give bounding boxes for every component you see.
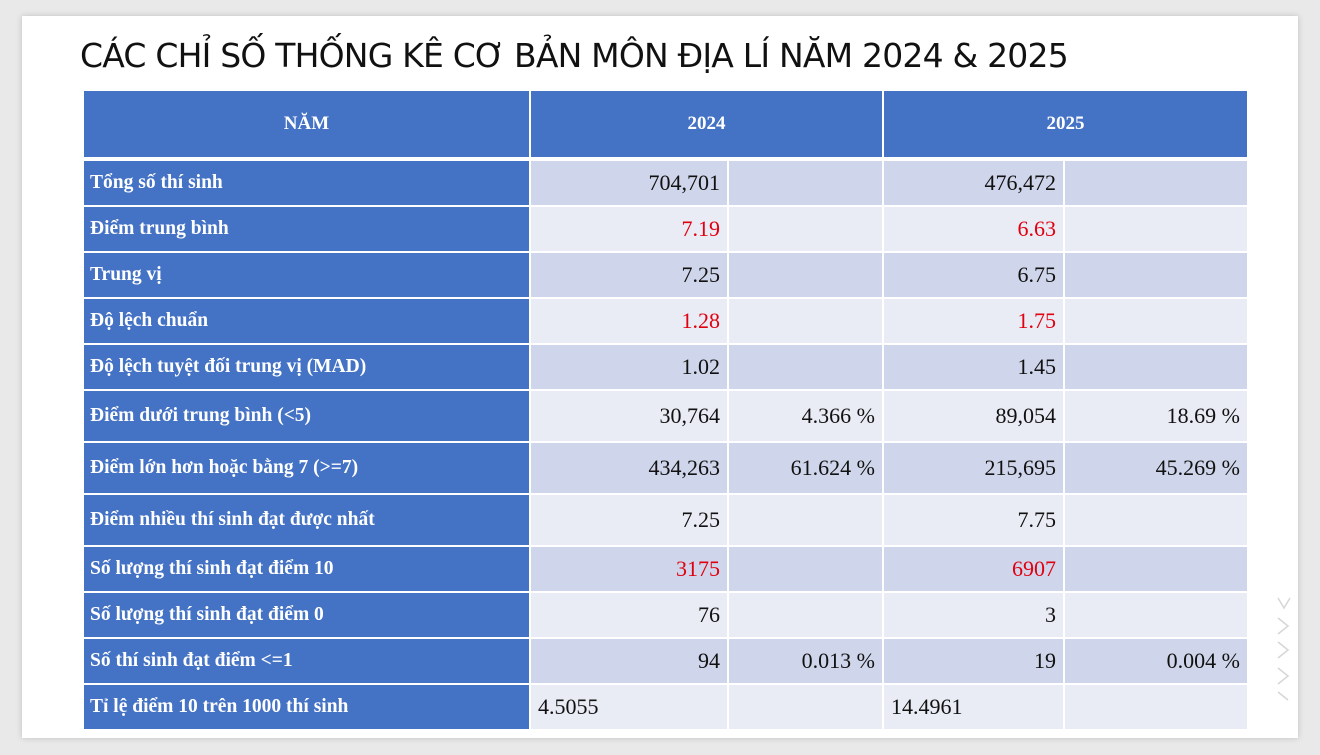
table-row: Tỉ lệ điểm 10 trên 1000 thí sinh 4.5055 … (84, 685, 1247, 731)
percent-2024 (729, 161, 884, 207)
table-row: Độ lệch tuyệt đối trung vị (MAD) 1.02 1.… (84, 345, 1247, 391)
percent-2024 (729, 547, 884, 593)
table-row: Điểm nhiều thí sinh đạt được nhất 7.25 7… (84, 495, 1247, 547)
value-2024: 7.19 (531, 207, 729, 253)
value-2025: 6.75 (884, 253, 1065, 299)
percent-2024 (729, 685, 884, 731)
table-row: Điểm trung bình 7.19 6.63 (84, 207, 1247, 253)
value-2024: 704,701 (531, 161, 729, 207)
value-2024: 30,764 (531, 391, 729, 443)
value-2025: 1.45 (884, 345, 1065, 391)
percent-2024 (729, 207, 884, 253)
table-row: Tổng số thí sinh 704,701 476,472 (84, 161, 1247, 207)
percent-2024 (729, 345, 884, 391)
percent-2025 (1065, 161, 1247, 207)
table-row: Điểm dưới trung bình (<5) 30,764 4.366 %… (84, 391, 1247, 443)
percent-2025 (1065, 685, 1247, 731)
header-year-2024: 2024 (531, 91, 884, 161)
row-label: Độ lệch tuyệt đối trung vị (MAD) (84, 345, 531, 391)
value-2024: 434,263 (531, 443, 729, 495)
value-2024: 4.5055 (531, 685, 729, 731)
value-2024: 94 (531, 639, 729, 685)
percent-2024: 4.366 % (729, 391, 884, 443)
percent-2025 (1065, 345, 1247, 391)
row-label: Độ lệch chuẩn (84, 299, 531, 345)
value-2025: 6907 (884, 547, 1065, 593)
table-row: Độ lệch chuẩn 1.28 1.75 (84, 299, 1247, 345)
table-row: Trung vị 7.25 6.75 (84, 253, 1247, 299)
value-2024: 1.28 (531, 299, 729, 345)
table-row: Số lượng thí sinh đạt điểm 0 76 3 (84, 593, 1247, 639)
value-2025: 14.4961 (884, 685, 1065, 731)
value-2025: 1.75 (884, 299, 1065, 345)
percent-2025: 18.69 % (1065, 391, 1247, 443)
value-2025: 6.63 (884, 207, 1065, 253)
header-year-label: NĂM (84, 91, 531, 161)
percent-2025: 45.269 % (1065, 443, 1247, 495)
percent-2024 (729, 593, 884, 639)
percent-2025: 0.004 % (1065, 639, 1247, 685)
slide: CÁC CHỈ SỐ THỐNG KÊ CƠ BẢN MÔN ĐỊA LÍ NĂ… (22, 16, 1298, 738)
row-label: Số thí sinh đạt điểm <=1 (84, 639, 531, 685)
value-2025: 476,472 (884, 161, 1065, 207)
table-header-row: NĂM 2024 2025 (84, 91, 1247, 161)
table-row: Số lượng thí sinh đạt điểm 10 3175 6907 (84, 547, 1247, 593)
table-row: Số thí sinh đạt điểm <=1 94 0.013 % 19 0… (84, 639, 1247, 685)
row-label: Tổng số thí sinh (84, 161, 531, 207)
percent-2024: 0.013 % (729, 639, 884, 685)
percent-2025 (1065, 495, 1247, 547)
percent-2024 (729, 253, 884, 299)
row-label: Điểm dưới trung bình (<5) (84, 391, 531, 443)
value-2024: 1.02 (531, 345, 729, 391)
value-2025: 7.75 (884, 495, 1065, 547)
chevron-decoration-icon (1277, 597, 1291, 701)
value-2025: 89,054 (884, 391, 1065, 443)
percent-2024: 61.624 % (729, 443, 884, 495)
value-2025: 215,695 (884, 443, 1065, 495)
row-label: Số lượng thí sinh đạt điểm 0 (84, 593, 531, 639)
table-row: Điểm lớn hơn hoặc bằng 7 (>=7) 434,263 6… (84, 443, 1247, 495)
percent-2024 (729, 299, 884, 345)
percent-2025 (1065, 207, 1247, 253)
percent-2025 (1065, 547, 1247, 593)
stats-table: NĂM 2024 2025 Tổng số thí sinh 704,701 4… (84, 91, 1247, 731)
value-2024: 7.25 (531, 253, 729, 299)
header-year-2025: 2025 (884, 91, 1247, 161)
row-label: Số lượng thí sinh đạt điểm 10 (84, 547, 531, 593)
value-2024: 76 (531, 593, 729, 639)
row-label: Điểm nhiều thí sinh đạt được nhất (84, 495, 531, 547)
percent-2025 (1065, 253, 1247, 299)
row-label: Điểm trung bình (84, 207, 531, 253)
value-2024: 3175 (531, 547, 729, 593)
value-2025: 3 (884, 593, 1065, 639)
page-title: CÁC CHỈ SỐ THỐNG KÊ CƠ BẢN MÔN ĐỊA LÍ NĂ… (80, 36, 1069, 75)
row-label: Tỉ lệ điểm 10 trên 1000 thí sinh (84, 685, 531, 731)
value-2025: 19 (884, 639, 1065, 685)
percent-2025 (1065, 299, 1247, 345)
percent-2024 (729, 495, 884, 547)
row-label: Trung vị (84, 253, 531, 299)
row-label: Điểm lớn hơn hoặc bằng 7 (>=7) (84, 443, 531, 495)
percent-2025 (1065, 593, 1247, 639)
value-2024: 7.25 (531, 495, 729, 547)
